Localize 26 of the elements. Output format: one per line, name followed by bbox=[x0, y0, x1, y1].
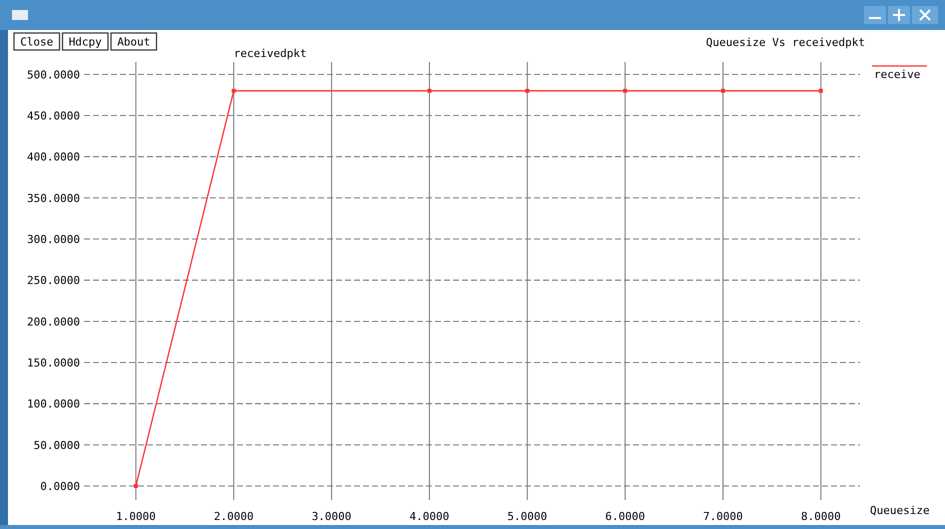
y-tick-label: 500.0000 bbox=[27, 68, 80, 82]
x-tick-label: 8.0000 bbox=[800, 510, 841, 523]
button[interactable]: Hdcpy bbox=[62, 32, 109, 51]
y-tick-label: 100.0000 bbox=[27, 398, 80, 411]
button[interactable]: Close bbox=[13, 32, 60, 51]
y-axis-title: receivedpkt bbox=[234, 47, 307, 60]
y-tick-label: 250.0000 bbox=[27, 274, 80, 288]
x-tick-label: 1.0000 bbox=[116, 510, 156, 523]
x-axis-title: Queuesize bbox=[870, 504, 930, 517]
y-tick-label: 200.0000 bbox=[27, 315, 80, 328]
chart-title: Queuesize Vs receivedpkt bbox=[706, 36, 865, 49]
x-tick-label: 7.0000 bbox=[703, 510, 743, 523]
y-tick-label: 50.0000 bbox=[34, 438, 80, 452]
x-tick-label: 5.0000 bbox=[507, 510, 548, 523]
y-tick-label: 150.0000 bbox=[27, 356, 80, 370]
x-tick-label: 4.0000 bbox=[410, 510, 450, 523]
y-tick-label: 0.0000 bbox=[40, 480, 80, 494]
y-tick-label: 400.0000 bbox=[27, 150, 80, 164]
x-tick-label: 2.0000 bbox=[214, 510, 254, 523]
x-tick-label: 6.0000 bbox=[605, 510, 646, 523]
y-tick-label: 300.0000 bbox=[27, 233, 80, 246]
y-tick-label: 450.0000 bbox=[27, 110, 80, 123]
y-tick-label: 350.0000 bbox=[27, 192, 80, 205]
x-tick-label: 3.0000 bbox=[312, 510, 352, 523]
button[interactable]: About bbox=[110, 32, 158, 51]
legend-label: receive bbox=[874, 68, 920, 81]
